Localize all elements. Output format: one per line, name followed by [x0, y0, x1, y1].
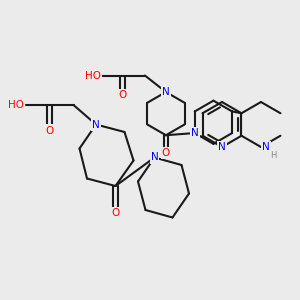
Text: N: N: [162, 87, 170, 97]
Text: H: H: [270, 151, 277, 160]
Text: O: O: [162, 148, 170, 158]
Text: N: N: [151, 152, 158, 163]
Text: HO: HO: [8, 100, 24, 110]
Text: N: N: [262, 142, 270, 152]
Text: HO: HO: [85, 70, 101, 80]
Text: N: N: [191, 128, 199, 138]
Text: O: O: [45, 125, 54, 136]
Text: N: N: [218, 142, 226, 152]
Text: O: O: [111, 208, 120, 218]
Text: O: O: [118, 90, 127, 100]
Text: N: N: [92, 119, 100, 130]
